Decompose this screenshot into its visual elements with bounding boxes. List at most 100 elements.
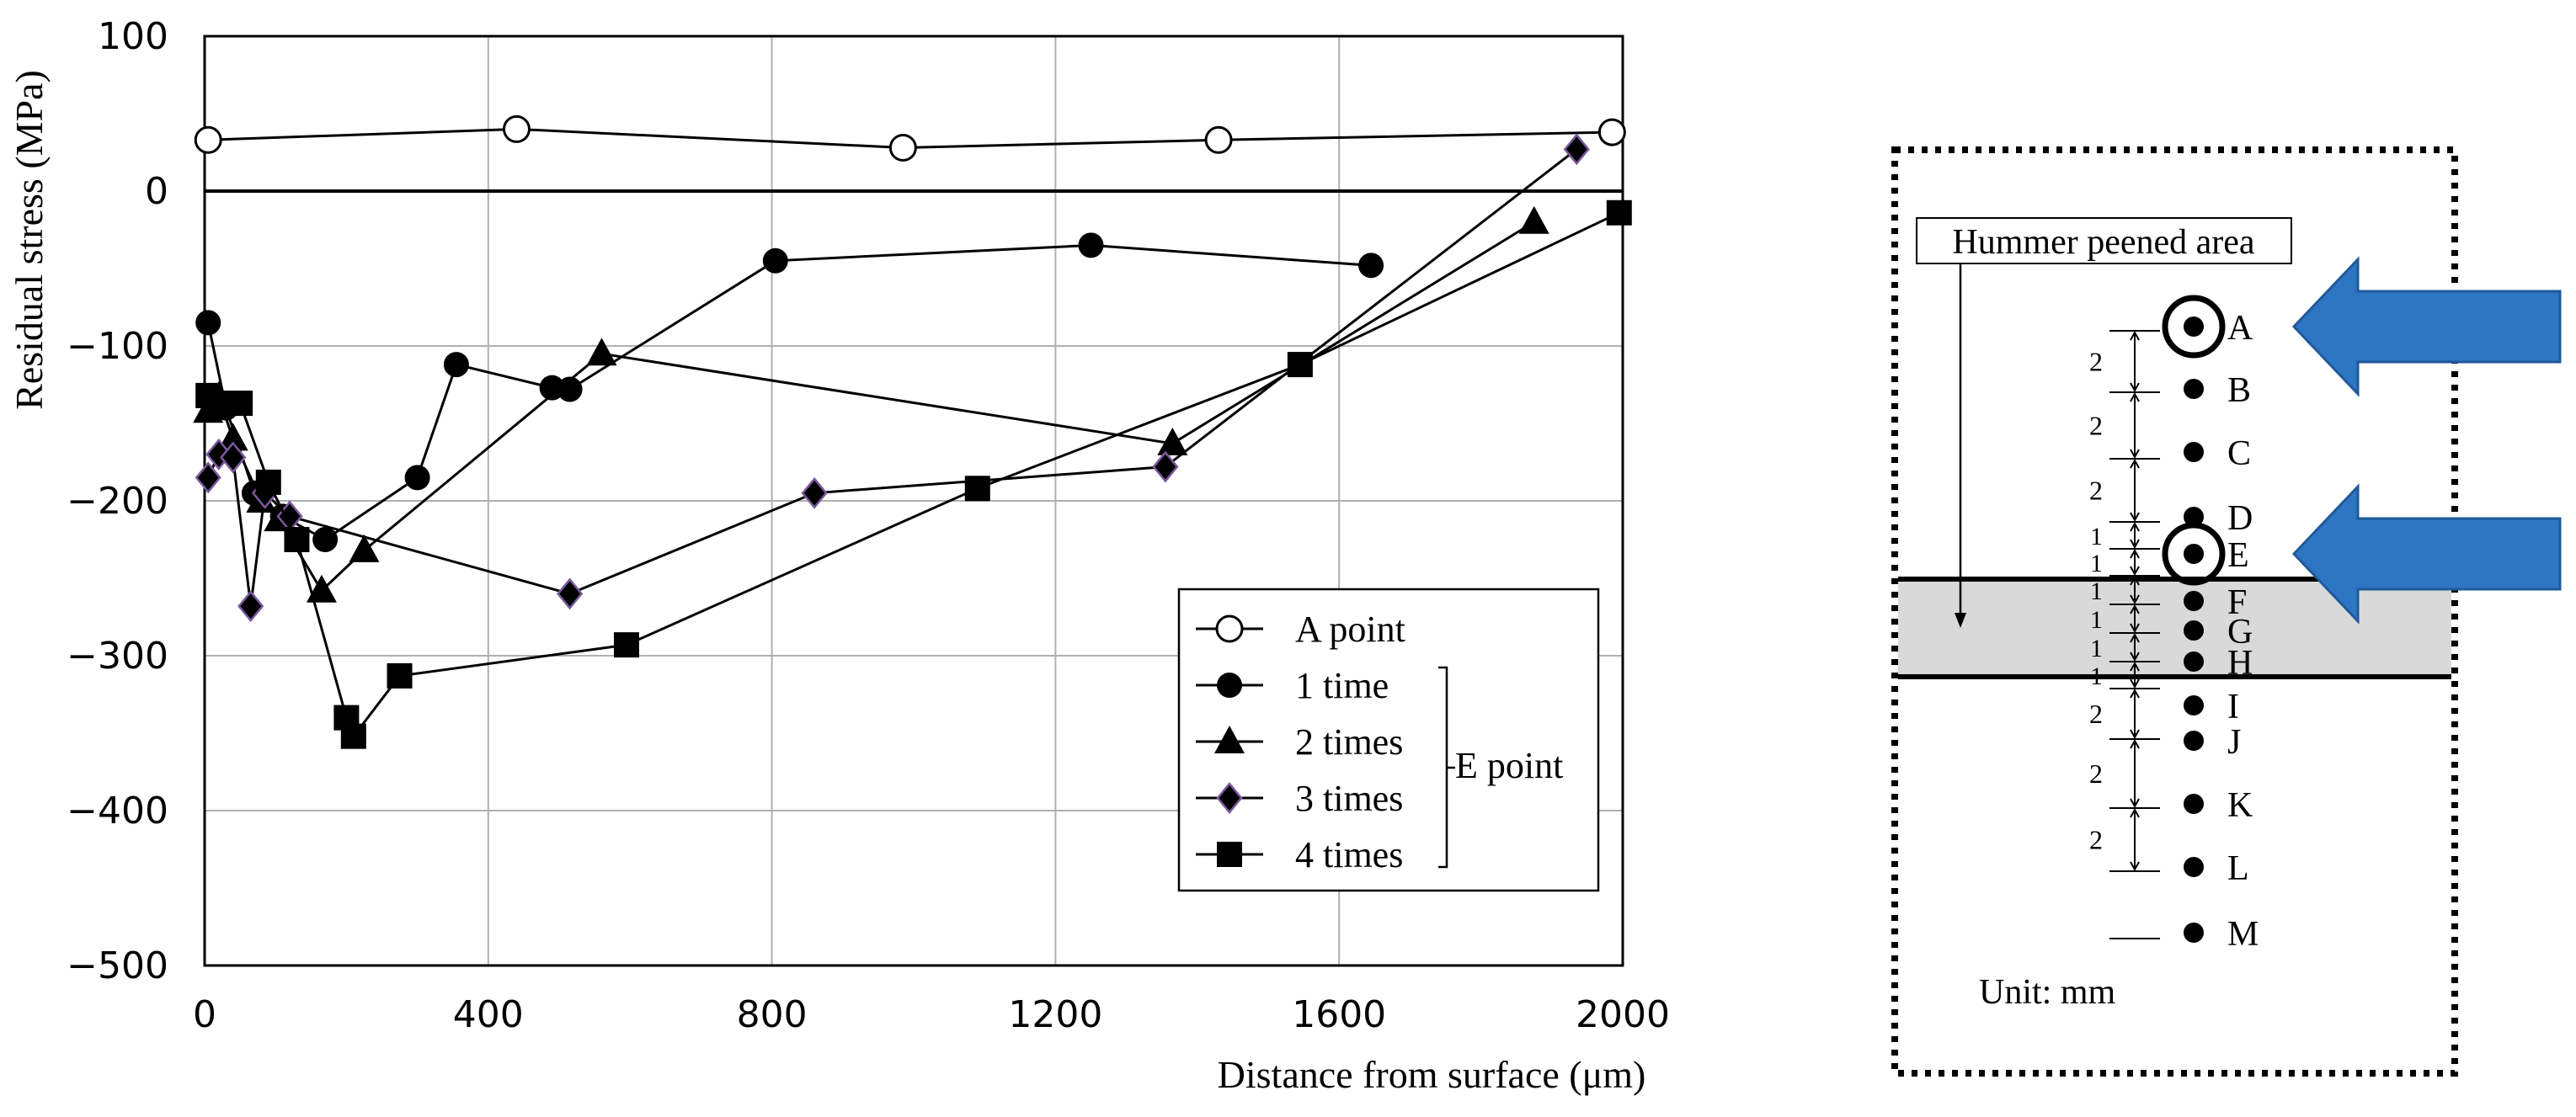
spacing-label: 1 <box>2090 662 2103 690</box>
data-point <box>1606 199 1632 226</box>
spacing-label: 1 <box>2090 523 2103 551</box>
data-point <box>1287 352 1313 378</box>
x-tick-label: 1600 <box>1292 993 1386 1036</box>
spacing-label: 1 <box>2090 577 2103 605</box>
data-point <box>217 423 248 451</box>
area-label-box <box>1916 217 2292 264</box>
data-point <box>801 476 828 509</box>
data-point <box>1078 232 1104 258</box>
dimension-arrow-down <box>2130 729 2140 740</box>
measurement-point-dot <box>2184 442 2204 462</box>
point-label: E <box>2227 536 2249 575</box>
data-point <box>349 534 380 562</box>
data-point <box>255 469 281 495</box>
data-point <box>1204 125 1233 154</box>
dimension-arrow-down <box>2130 449 2140 460</box>
measurement-point-dot <box>2184 695 2204 715</box>
spacing-label: 2 <box>2089 825 2103 855</box>
legend-entry-label: 4 times <box>1295 834 1403 875</box>
point-label: M <box>2227 915 2259 954</box>
dimension-arrow-up <box>2130 688 2140 699</box>
series-a-point <box>194 114 1626 162</box>
data-point <box>613 632 639 658</box>
plot-area-frame <box>203 35 1624 967</box>
highlight-ring <box>2162 522 2226 586</box>
data-point <box>340 723 366 749</box>
area-label: Hummer peened area <box>1952 223 2254 262</box>
dimension-arrow-down <box>2130 539 2140 550</box>
x-tick-label: 800 <box>737 993 808 1036</box>
spacing-label: 2 <box>2089 476 2103 506</box>
data-point <box>227 391 253 417</box>
dimension-arrow-up <box>2130 548 2140 559</box>
data-point <box>1597 118 1626 146</box>
data-point <box>1152 450 1179 483</box>
dimension-arrow-down <box>2130 566 2140 577</box>
point-label: I <box>2227 688 2239 726</box>
data-point <box>195 310 221 336</box>
highlight-arrow <box>2291 256 2562 397</box>
point-label: C <box>2227 434 2251 473</box>
residual-stress-chart: 0 400 800 1200 1600 2000 100 0 −100 −200 −300 −400 −… <box>8 15 1670 1096</box>
highlight-arrow <box>2291 483 2562 625</box>
data-point <box>964 476 990 502</box>
legend-marker <box>1216 782 1243 814</box>
dimension-arrow-up <box>2130 521 2140 532</box>
spacing-label: 1 <box>2090 606 2103 634</box>
x-tick-label: 400 <box>453 993 524 1036</box>
legend-entry-label: 2 times <box>1295 721 1403 763</box>
data-point <box>1563 133 1590 166</box>
dimension-arrow-down <box>2130 798 2140 809</box>
measurement-point-dot <box>2184 544 2204 564</box>
spacing-label: 1 <box>2090 550 2103 577</box>
measurement-point-dot <box>2184 591 2204 611</box>
legend-group-label: E point <box>1455 745 1563 786</box>
y-tick-label: −100 <box>67 325 168 368</box>
axis-tick-labels: 0 400 800 1200 1600 2000 100 0 −100 −200 −300 −400 −… <box>67 15 1670 1036</box>
data-point <box>586 338 617 366</box>
y-tick-label: 100 <box>98 15 168 58</box>
measurement-point-dot <box>2184 923 2204 943</box>
dimension-arrow-up <box>2130 661 2140 672</box>
data-point <box>557 376 583 402</box>
y-tick-label: −300 <box>67 635 168 678</box>
dimension-arrow-up <box>2130 632 2140 643</box>
legend-marker <box>1217 842 1242 867</box>
spacing-label: 1 <box>2090 635 2103 662</box>
dimension-arrow-up <box>2130 807 2140 818</box>
measurement-point-dot <box>2184 620 2204 641</box>
measurement-point-dot <box>2184 379 2204 399</box>
point-label: F <box>2227 583 2247 622</box>
series-4-times <box>195 199 1632 749</box>
data-point <box>1358 253 1384 279</box>
y-axis-label: Residual stress (MPa) <box>8 70 51 410</box>
data-series <box>193 114 1632 749</box>
unit-label: Unit: mm <box>1979 973 2116 1012</box>
legend-entry-label: A point <box>1295 609 1405 650</box>
measurement-point-dot <box>2184 794 2204 814</box>
dimension-arrow-up <box>2130 391 2140 402</box>
peened-area-shading <box>1898 579 2451 677</box>
measurement-point-dot <box>2184 652 2204 672</box>
x-axis-label: Distance from surface (μm) <box>1218 1053 1646 1096</box>
legend-entry-label: 1 time <box>1295 665 1389 706</box>
series-line <box>206 148 1578 607</box>
dimension-arrow-down <box>2130 512 2140 523</box>
point-label: H <box>2227 644 2253 683</box>
point-label: L <box>2227 849 2249 888</box>
dimension-arrow-up <box>2130 575 2140 586</box>
data-point <box>443 352 469 378</box>
dimension-arrow-down <box>2130 623 2140 634</box>
y-tick-label: −500 <box>67 944 168 987</box>
data-point <box>306 574 337 603</box>
data-point <box>195 461 221 494</box>
spacing-label: 2 <box>2089 411 2103 441</box>
data-point <box>194 125 222 154</box>
legend-entry-label: 3 times <box>1295 778 1403 819</box>
y-tick-label: 0 <box>145 170 168 213</box>
data-point <box>284 527 310 552</box>
y-tick-label: −200 <box>67 480 168 523</box>
